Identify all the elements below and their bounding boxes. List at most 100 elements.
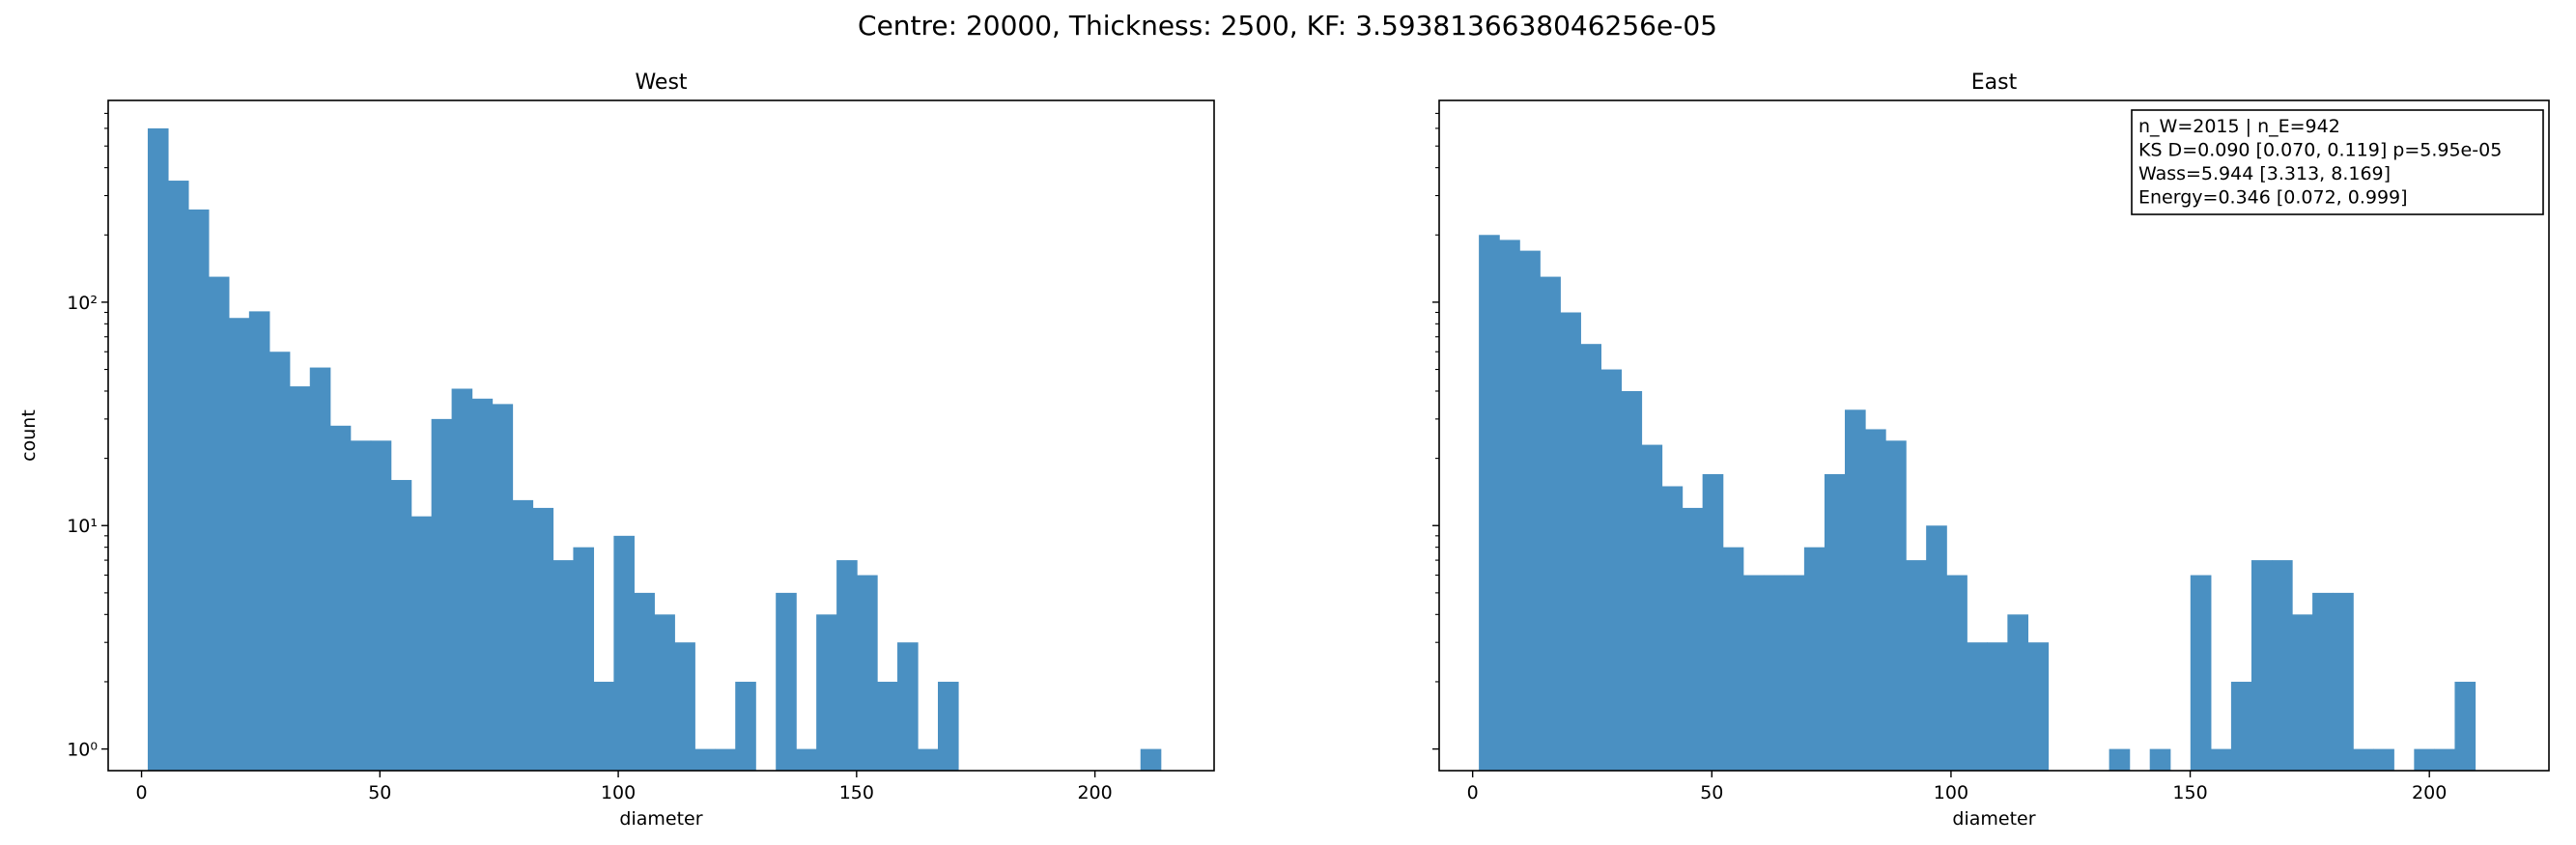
east-histogram-bar [2210,748,2232,771]
west-y-tick-label: 10² [67,293,98,314]
east-histogram-bar [2250,560,2273,771]
west-histogram-bar [857,575,878,771]
east-histogram-bar [1926,525,1947,771]
west-histogram-bar [228,318,250,771]
west-x-axis-label: diameter [619,808,702,830]
east-x-tick-label: 200 [2412,782,2447,803]
west-histogram-bar [938,681,959,771]
east-x-tick-label: 0 [1467,782,1479,803]
west-histogram-bar [1140,748,1162,771]
west-histogram-bar [694,748,716,771]
east-histogram-bar [1824,473,1846,771]
east-histogram-bar [1580,344,1601,771]
east-histogram-bar [1783,575,1805,771]
west-histogram-bar [613,535,635,771]
east-histogram-bar [1560,312,1581,771]
east-histogram-bar [1722,547,1744,771]
west-histogram-bar [796,748,817,771]
west-histogram-bar [492,404,514,771]
west-histogram-panel: 0 50 100 150 200 10⁰ 10¹ 10² West diameter count [18,70,1215,830]
west-x-tick-label: 200 [1077,782,1112,803]
east-axes-title: East [1971,70,2018,95]
west-histogram-bar [836,560,858,771]
east-histogram-bar [1763,575,1785,771]
east-stats-annotation-line: n_W=2015 | n_E=942 [2138,116,2340,137]
west-histogram-bar [735,681,756,771]
east-axes-frame [1438,99,2550,772]
west-x-tick-label: 150 [839,782,874,803]
west-histogram-bar [390,480,412,771]
east-histogram-bar [1641,444,1663,771]
east-histogram-panel: 0 50 100 150 200 East diameter n_W=2015 | n_E=9… [1432,70,2550,830]
west-histogram-bar [512,499,534,771]
west-histogram-bar [897,642,919,771]
west-histogram-bar [309,367,331,771]
east-histogram-bar [1865,429,1886,771]
east-stats-annotation-line: Energy=0.346 [0.072, 0.999] [2138,187,2408,209]
west-histogram-bar [674,642,695,771]
east-histogram-bar [2272,560,2293,771]
figure-suptitle: Centre: 20000, Thickness: 2500, KF: 3.59… [858,10,1717,42]
east-histogram-bar [1682,507,1704,771]
east-histogram-bar [1702,473,1724,771]
west-histogram-bar [431,418,453,771]
west-histogram-bar [208,276,230,771]
east-histogram-bar [1803,547,1826,771]
east-histogram-bar [1844,409,1866,771]
west-y-tick-label: 10⁰ [67,740,98,761]
west-histogram-bar [147,127,169,771]
east-histogram-bar [2190,575,2212,771]
east-histogram-bar [2292,614,2313,771]
east-histogram-bar [1540,276,1561,771]
west-histogram-bar [350,440,372,771]
west-histogram-bar [451,388,473,771]
east-histogram-bar [2109,748,2131,771]
west-y-tick-label: 10¹ [67,516,98,537]
west-x-tick-label: 0 [136,782,148,803]
west-histogram-bar [776,592,797,771]
west-x-tick-label: 50 [368,782,391,803]
west-histogram-bar [471,398,494,771]
west-histogram-bar [289,386,311,771]
east-histogram-bar [2230,681,2252,771]
west-histogram-bar [167,181,189,772]
east-histogram-bar [1621,390,1643,771]
east-stats-annotation-line: Wass=5.944 [3.313, 8.169] [2138,163,2391,184]
west-axes-frame [107,99,1215,772]
east-histogram-bar [1519,250,1541,772]
east-histogram-bar [1885,440,1907,771]
east-histogram-bar [2333,592,2354,771]
east-histogram-bar [2434,748,2456,771]
east-histogram-bar [1967,642,1988,771]
west-histogram-bar [593,681,614,771]
east-x-tick-label: 150 [2172,782,2207,803]
east-histogram-bar [2312,592,2334,771]
east-histogram-bar [1661,486,1684,771]
east-stats-annotation-box [2131,109,2544,215]
west-histogram-bar [573,547,595,771]
west-histogram-bar [877,681,898,771]
west-axes-title: West [635,70,687,95]
west-histogram-bar [918,748,939,771]
west-histogram-bar [248,311,270,771]
west-histogram-bar [329,425,352,771]
east-histogram-bar [1906,560,1927,771]
east-stats-annotation-line: KS D=0.090 [0.070, 0.119] p=5.95e-05 [2138,140,2502,161]
east-x-tick-label: 100 [1934,782,1968,803]
west-histogram-bar [187,209,210,772]
east-histogram-bar [2007,614,2029,771]
west-histogram-bar [370,440,392,771]
west-histogram-bar [654,614,675,771]
west-histogram-bar [552,560,575,771]
east-histogram-bar [1600,369,1623,771]
east-histogram-bar [2414,748,2435,771]
west-x-tick-label: 100 [601,782,636,803]
east-histogram-bar [2353,748,2374,771]
east-histogram-bar [2027,642,2050,771]
east-histogram-bar [1479,235,1500,771]
west-histogram-bar [532,507,554,771]
east-histogram-bar [1987,642,2008,771]
west-histogram-bar [634,592,655,771]
east-x-axis-label: diameter [1952,808,2035,830]
